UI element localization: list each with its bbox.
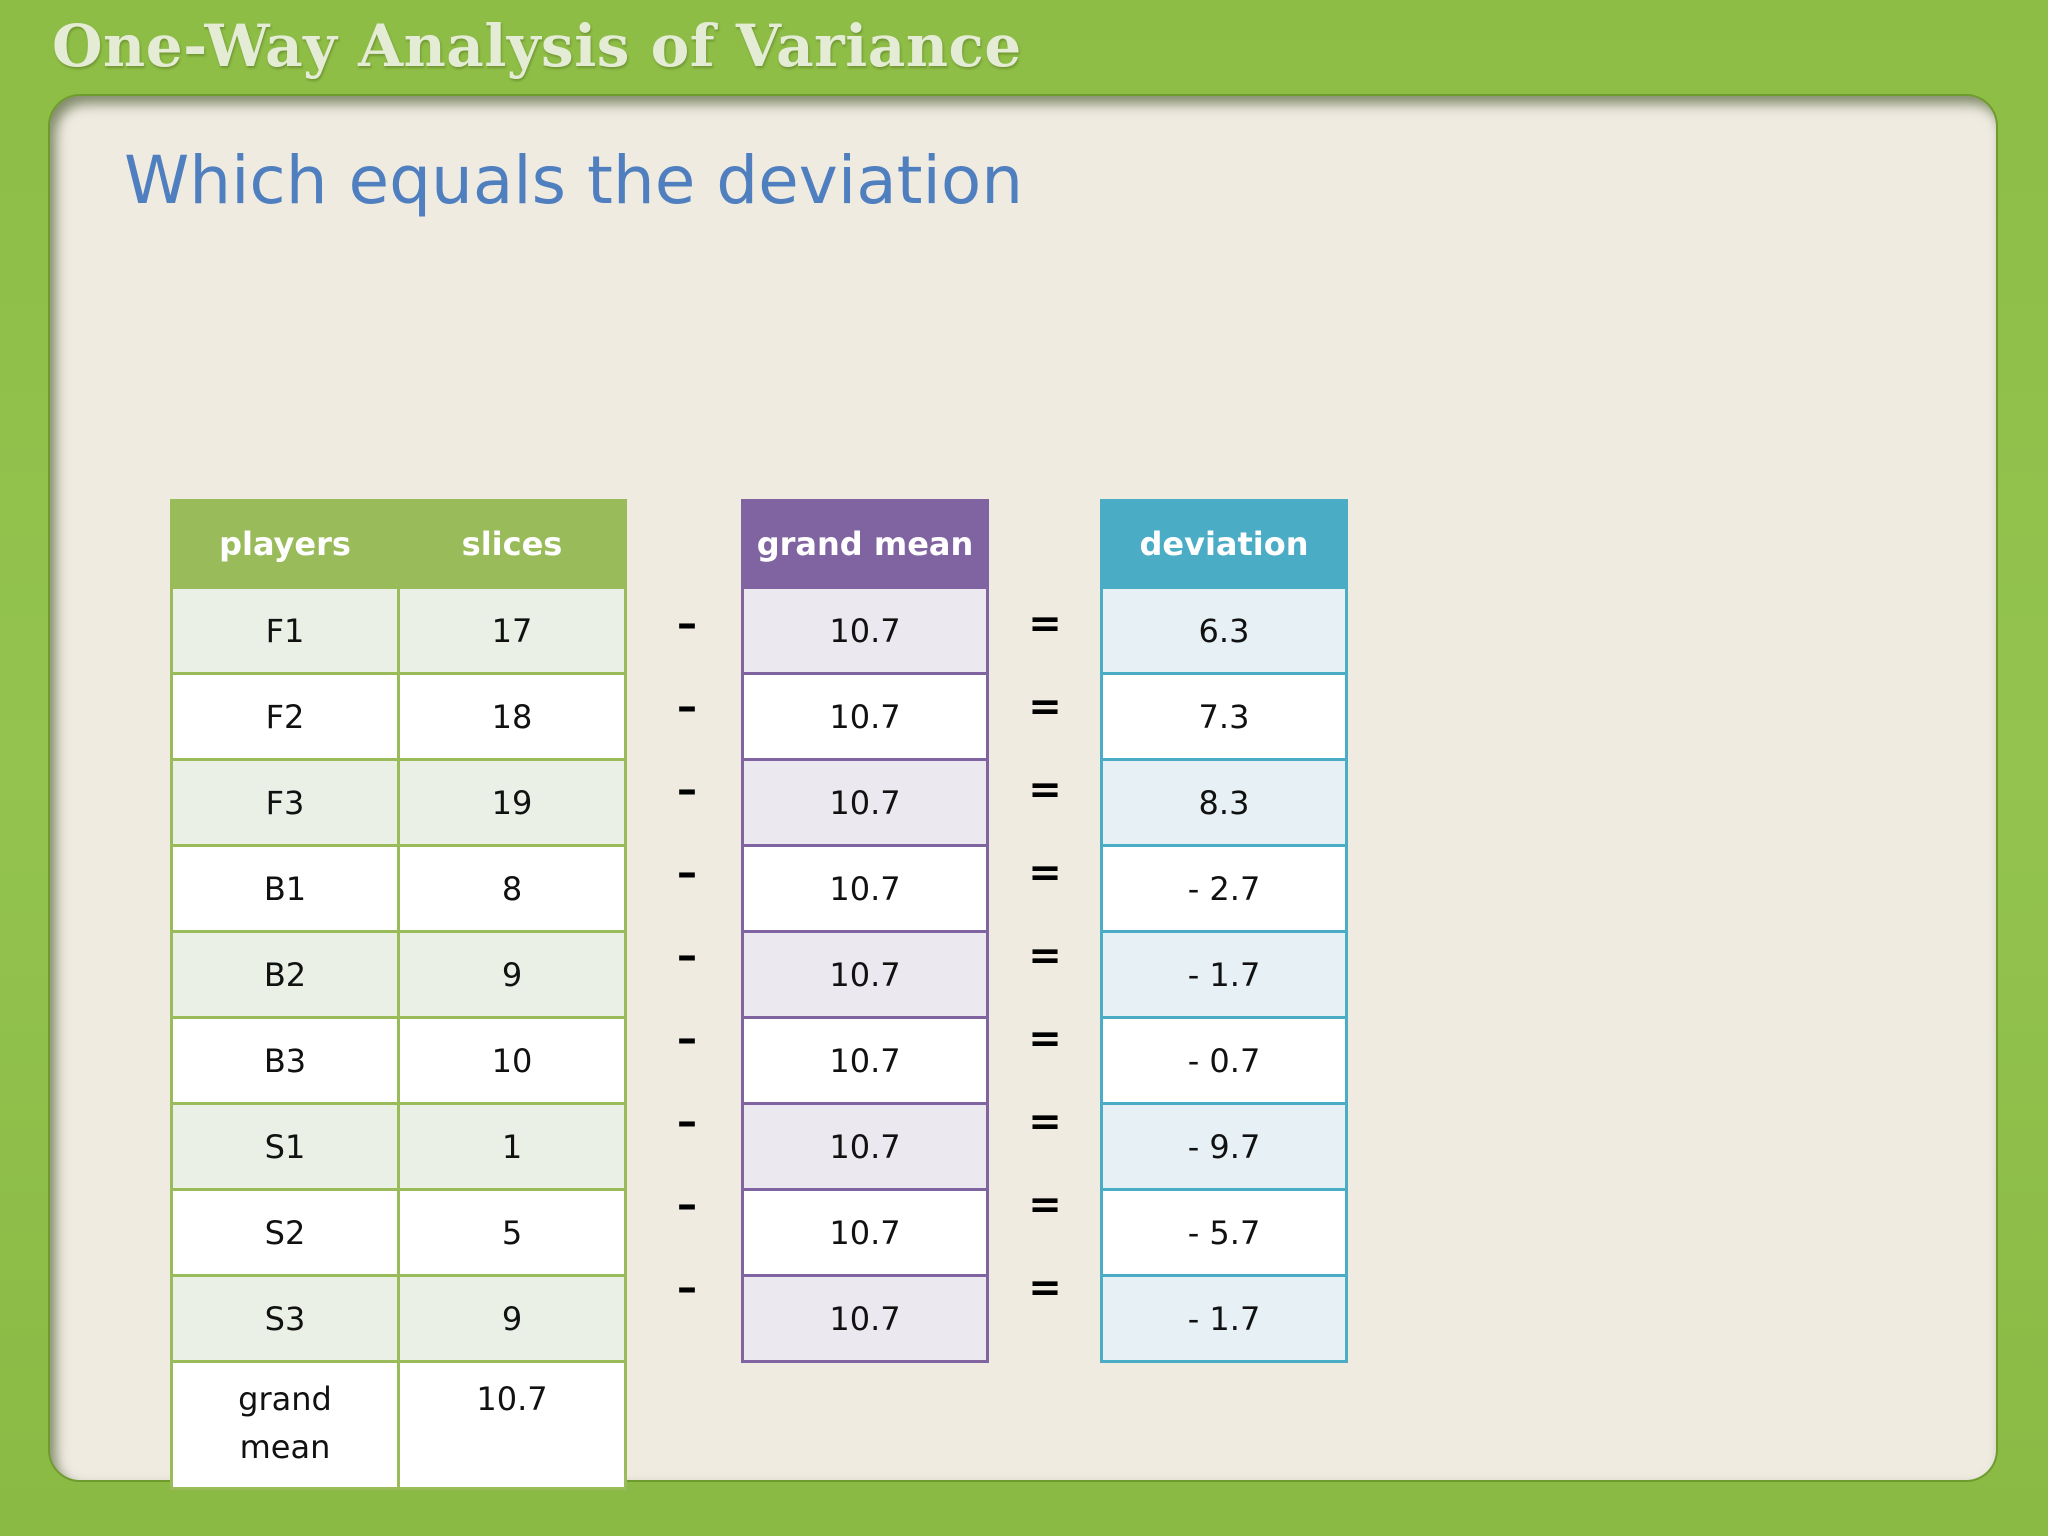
equals-operator: = (1028, 601, 1062, 647)
grand-mean-label-line2: mean (239, 1428, 331, 1466)
players-slices-table: players slices F1 17 F2 18 F3 19 B1 8 B2… (170, 499, 627, 1490)
table-row: 10.7 (741, 672, 989, 761)
table-row: 7.3 (1100, 672, 1348, 761)
grand-mean-cell: 10.7 (741, 586, 989, 675)
grand-mean-cell: 10.7 (741, 1016, 989, 1105)
deviation-cell: 6.3 (1100, 586, 1348, 675)
grand-mean-cell: 10.7 (741, 672, 989, 761)
table-row: B3 10 (170, 1016, 627, 1105)
deviation-cell: - 1.7 (1100, 1274, 1348, 1363)
table-row: - 2.7 (1100, 844, 1348, 933)
grand-mean-cell: 10.7 (741, 844, 989, 933)
table-row: 10.7 (741, 1016, 989, 1105)
table-row: B2 9 (170, 930, 627, 1019)
deviation-cell: - 1.7 (1100, 930, 1348, 1019)
table-row: S2 5 (170, 1188, 627, 1277)
minus-operator: – (677, 601, 697, 647)
player-cell: B3 (170, 1016, 400, 1105)
grand-mean-cell: 10.7 (741, 1274, 989, 1363)
slices-cell: 10 (397, 1016, 627, 1105)
table-row: 10.7 (741, 930, 989, 1019)
table-row: S3 9 (170, 1274, 627, 1363)
deviation-cell: - 0.7 (1100, 1016, 1348, 1105)
equals-operator: = (1028, 684, 1062, 730)
table-row: 6.3 (1100, 586, 1348, 675)
player-cell: S2 (170, 1188, 400, 1277)
grand-mean-cell: 10.7 (741, 1102, 989, 1191)
table-row: F1 17 (170, 586, 627, 675)
player-cell: S3 (170, 1274, 400, 1363)
slices-cell: 18 (397, 672, 627, 761)
slices-cell: 17 (397, 586, 627, 675)
grand-mean-cell: 10.7 (741, 758, 989, 847)
slices-cell: 9 (397, 1274, 627, 1363)
minus-operator: – (677, 1016, 697, 1062)
deviation-cell: 7.3 (1100, 672, 1348, 761)
slices-cell: 1 (397, 1102, 627, 1191)
minus-operator: – (677, 684, 697, 730)
player-cell: S1 (170, 1102, 400, 1191)
table-row: B1 8 (170, 844, 627, 933)
equals-operator: = (1028, 1265, 1062, 1311)
equals-operator: = (1028, 767, 1062, 813)
player-cell: F2 (170, 672, 400, 761)
minus-operator: – (677, 933, 697, 979)
player-cell: F1 (170, 586, 400, 675)
slices-cell: 19 (397, 758, 627, 847)
minus-operator: – (677, 767, 697, 813)
slices-cell: 5 (397, 1188, 627, 1277)
slices-cell: 8 (397, 844, 627, 933)
table-row: F2 18 (170, 672, 627, 761)
grand-mean-label-line1: grand (238, 1380, 332, 1418)
slices-column-header: slices (397, 499, 627, 589)
player-cell: B1 (170, 844, 400, 933)
players-column-header: players (170, 499, 400, 589)
table-header-row: deviation (1100, 499, 1348, 589)
player-cell: B2 (170, 930, 400, 1019)
table-row: 10.7 (741, 844, 989, 933)
table-row: - 9.7 (1100, 1102, 1348, 1191)
grand-mean-value-cell: 10.7 (397, 1360, 627, 1490)
deviation-cell: - 9.7 (1100, 1102, 1348, 1191)
table-row: - 0.7 (1100, 1016, 1348, 1105)
deviation-cell: - 2.7 (1100, 844, 1348, 933)
table-row: 10.7 (741, 1274, 989, 1363)
equals-operator: = (1028, 1182, 1062, 1228)
table-row: 10.7 (741, 586, 989, 675)
table-row: S1 1 (170, 1102, 627, 1191)
table-header-row: players slices (170, 499, 627, 589)
grand-mean-row: grand mean 10.7 (170, 1360, 627, 1490)
table-row: - 5.7 (1100, 1188, 1348, 1277)
table-row: 10.7 (741, 758, 989, 847)
slices-cell: 9 (397, 930, 627, 1019)
equals-operator: = (1028, 1099, 1062, 1145)
table-row: - 1.7 (1100, 930, 1348, 1019)
table-row: F3 19 (170, 758, 627, 847)
presentation-header-title: One-Way Analysis of Variance (52, 12, 1022, 80)
grand-mean-label-cell: grand mean (170, 1360, 400, 1490)
table-row: - 1.7 (1100, 1274, 1348, 1363)
minus-operator: – (677, 850, 697, 896)
deviation-cell: 8.3 (1100, 758, 1348, 847)
minus-operator: – (677, 1265, 697, 1311)
deviation-column-header: deviation (1100, 499, 1348, 589)
grand-mean-table: grand mean 10.7 10.7 10.7 10.7 10.7 10.7… (741, 499, 989, 1363)
deviation-table: deviation 6.3 7.3 8.3 - 2.7 - 1.7 - 0.7 … (1100, 499, 1348, 1363)
table-header-row: grand mean (741, 499, 989, 589)
grand-mean-column-header: grand mean (741, 499, 989, 589)
minus-operator: – (677, 1099, 697, 1145)
table-row: 10.7 (741, 1188, 989, 1277)
player-cell: F3 (170, 758, 400, 847)
equals-operator: = (1028, 850, 1062, 896)
grand-mean-cell: 10.7 (741, 1188, 989, 1277)
slide-title: Which equals the deviation (124, 142, 1024, 219)
grand-mean-cell: 10.7 (741, 930, 989, 1019)
equals-operator: = (1028, 1016, 1062, 1062)
equals-operator: = (1028, 933, 1062, 979)
minus-operator: – (677, 1182, 697, 1228)
table-row: 10.7 (741, 1102, 989, 1191)
deviation-cell: - 5.7 (1100, 1188, 1348, 1277)
table-row: 8.3 (1100, 758, 1348, 847)
